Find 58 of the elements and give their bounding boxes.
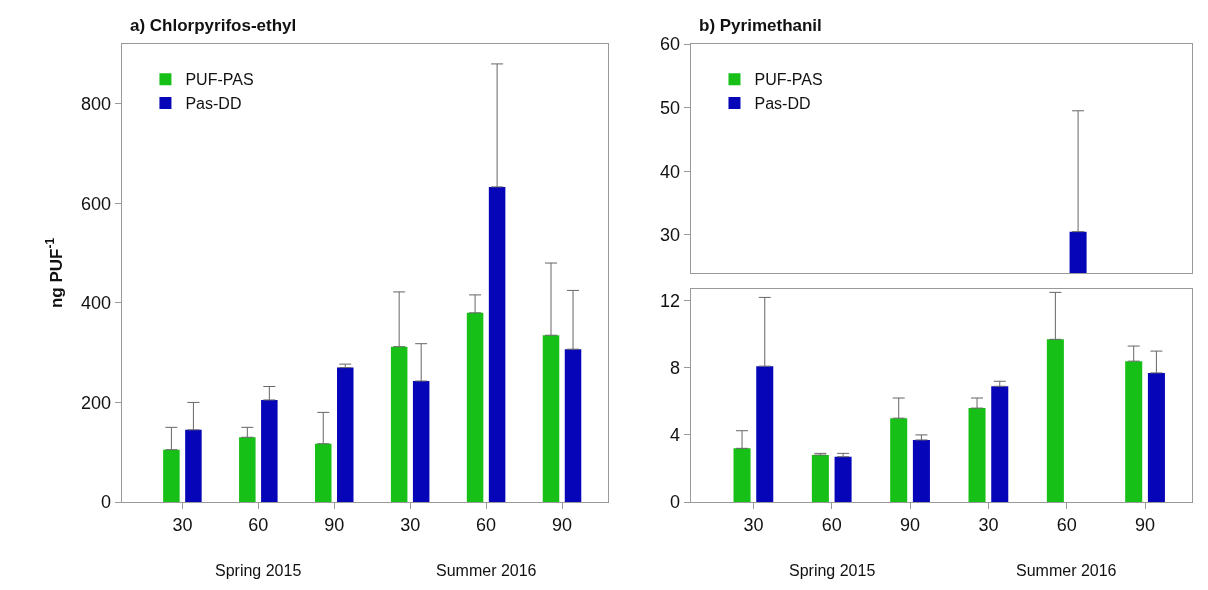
- bar: [564, 349, 582, 502]
- y-tick-label: 200: [81, 392, 112, 413]
- y-tick-label: 30: [660, 225, 681, 246]
- y-tick-label: 4: [670, 425, 681, 446]
- x-tick-label: 90: [900, 514, 921, 535]
- legend-label: PUF-PAS: [185, 71, 254, 89]
- y-tick-label: 400: [81, 293, 112, 314]
- text: Summer 2016: [436, 562, 537, 579]
- x-tick-label: 60: [248, 514, 269, 535]
- bar: [488, 186, 506, 502]
- x-tick-label: 30: [172, 514, 193, 535]
- y-tick-label: 800: [81, 94, 112, 115]
- x-tick-label: 60: [476, 514, 497, 535]
- chart-title: b) Pyrimethanil: [699, 16, 822, 35]
- y-tick-label: 8: [670, 358, 681, 379]
- text: Spring 2015: [215, 562, 302, 579]
- bar: [163, 449, 180, 502]
- bar: [185, 429, 202, 502]
- bar: [466, 312, 484, 502]
- x-tick-label: 90: [1135, 514, 1156, 535]
- bar: [756, 366, 774, 502]
- bar: [991, 386, 1009, 502]
- legend-label: Pas-DD: [754, 95, 811, 113]
- bar: [390, 346, 408, 502]
- bar: [1147, 372, 1165, 502]
- x-tick-label: 30: [978, 514, 999, 535]
- bar: [1046, 339, 1064, 502]
- y-tick-label: 0: [670, 492, 681, 513]
- bar: [811, 455, 829, 502]
- bar: [1125, 361, 1143, 502]
- bar: [337, 367, 354, 502]
- bar: [314, 443, 332, 502]
- x-tick-label: 60: [821, 514, 842, 535]
- x-tick-label: 90: [324, 514, 345, 535]
- bar: [912, 439, 930, 502]
- bar: [239, 437, 256, 502]
- y-tick-label: 12: [660, 291, 681, 312]
- text: Spring 2015: [789, 562, 876, 579]
- x-tick-label: 30: [400, 514, 421, 535]
- y-tick-label: 60: [660, 34, 681, 55]
- bar: [412, 381, 430, 502]
- bar: [542, 335, 560, 502]
- bar: [968, 408, 986, 502]
- y-tick-label: 40: [660, 161, 681, 182]
- y-tick-label: 600: [81, 193, 112, 214]
- bar: [834, 456, 852, 502]
- y-tick-label: 50: [660, 97, 681, 118]
- legend-label: PUF-PAS: [754, 71, 823, 89]
- text: Summer 2016: [1016, 562, 1117, 579]
- y-tick-label: 0: [101, 492, 112, 513]
- bar: [733, 448, 751, 502]
- bar: [890, 418, 908, 502]
- x-tick-label: 90: [552, 514, 573, 535]
- bar: [261, 399, 278, 502]
- x-tick-label: 30: [743, 514, 764, 535]
- legend-label: Pas-DD: [185, 95, 242, 113]
- x-tick-label: 60: [1056, 514, 1077, 535]
- chart-title: a) Chlorpyrifos-ethyl: [130, 16, 297, 35]
